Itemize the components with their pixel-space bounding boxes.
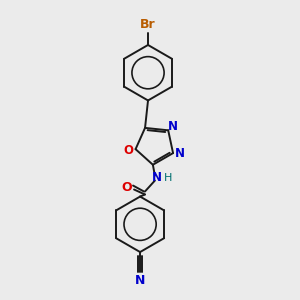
Text: Br: Br — [140, 18, 156, 31]
Text: N: N — [175, 147, 185, 160]
Text: H: H — [164, 172, 172, 183]
Text: N: N — [168, 120, 178, 133]
Text: N: N — [152, 171, 162, 184]
Text: O: O — [122, 181, 132, 194]
Text: N: N — [135, 274, 145, 287]
Text: O: O — [124, 144, 134, 157]
